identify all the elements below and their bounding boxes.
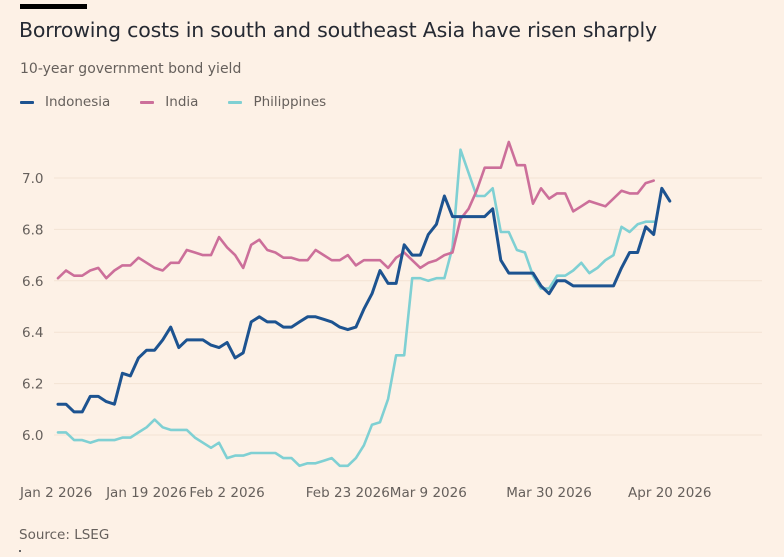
legend-label-india: India <box>165 94 199 110</box>
chart-subtitle: 10-year government bond yield <box>20 61 242 77</box>
y-tick-label: 6.4 <box>22 325 43 341</box>
x-axis-ticks: Jan 2 2026 Jan 19 2026 Feb 2 2026 Feb 23 20… <box>19 485 712 501</box>
x-tick-label: Jan 2 2026 <box>19 485 92 501</box>
legend-label-philippines: Philippines <box>253 94 327 110</box>
legend-swatch-indonesia <box>20 100 34 104</box>
footer-mark <box>19 550 21 552</box>
legend-swatch-india <box>140 100 155 104</box>
brand-bar <box>20 4 87 9</box>
series-line-philippines <box>56 148 656 468</box>
series-line-indonesia <box>56 186 672 414</box>
x-tick-label: Feb 23 2026 <box>306 485 390 501</box>
y-tick-label: 7.0 <box>22 171 43 187</box>
y-tick-label: 6.8 <box>22 222 43 238</box>
x-tick-label: Mar 9 2026 <box>390 485 467 501</box>
series-lines <box>56 140 672 468</box>
series-line-india <box>56 140 656 280</box>
legend-item-india: India <box>140 94 198 110</box>
source-note: Source: LSEG <box>19 527 110 543</box>
y-tick-label: 6.0 <box>22 428 43 444</box>
legend-item-indonesia: Indonesia <box>20 94 110 110</box>
chart-title: Borrowing costs in south and southeast A… <box>19 18 657 42</box>
x-tick-label: Jan 19 2026 <box>105 485 187 501</box>
x-tick-label: Apr 20 2026 <box>628 485 711 501</box>
legend-swatch-philippines <box>228 100 243 104</box>
legend-label-indonesia: Indonesia <box>45 94 111 110</box>
x-tick-label: Mar 30 2026 <box>506 485 592 501</box>
y-tick-label: 6.2 <box>22 377 43 393</box>
x-tick-label: Feb 2 2026 <box>189 485 264 501</box>
legend-item-philippines: Philippines <box>228 94 326 110</box>
y-tick-label: 6.6 <box>22 274 43 290</box>
y-axis-ticks: 6.0 6.2 6.4 6.6 6.8 7.0 <box>22 171 43 444</box>
legend: Indonesia India Philippines <box>20 94 356 110</box>
